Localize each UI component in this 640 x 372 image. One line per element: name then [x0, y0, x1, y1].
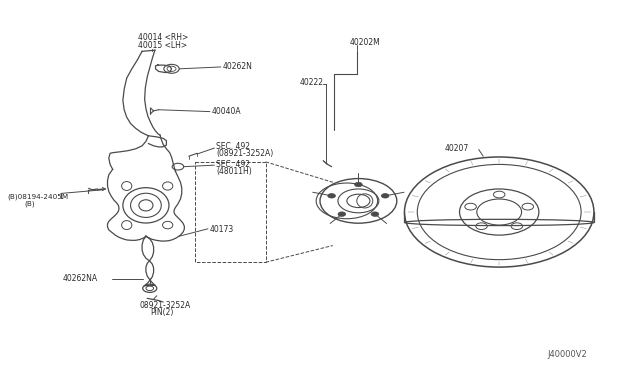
Text: 40014 <RH>: 40014 <RH>: [138, 33, 188, 42]
Text: SEC. 492: SEC. 492: [216, 142, 250, 151]
Text: 40262NA: 40262NA: [63, 274, 98, 283]
Text: 08921-3252A: 08921-3252A: [140, 301, 191, 310]
Circle shape: [371, 212, 379, 217]
Text: SEC. 492: SEC. 492: [216, 160, 250, 169]
Text: 40015 <LH>: 40015 <LH>: [138, 41, 187, 50]
Text: 40222: 40222: [300, 78, 324, 87]
Text: PIN(2): PIN(2): [150, 308, 174, 317]
Text: 40173: 40173: [210, 225, 234, 234]
Text: (B): (B): [24, 201, 35, 207]
Circle shape: [381, 193, 389, 198]
Text: 40040A: 40040A: [211, 107, 241, 116]
Circle shape: [338, 212, 346, 217]
Text: J40000V2: J40000V2: [548, 350, 588, 359]
Text: (48011H): (48011H): [216, 167, 252, 176]
Text: 40207: 40207: [445, 144, 469, 153]
Circle shape: [328, 193, 335, 198]
Circle shape: [355, 182, 362, 187]
Text: 40262N: 40262N: [223, 62, 253, 71]
Text: 40202M: 40202M: [350, 38, 381, 47]
Text: (08921-3252A): (08921-3252A): [216, 149, 273, 158]
Text: (B)08194-2405M: (B)08194-2405M: [8, 194, 69, 201]
